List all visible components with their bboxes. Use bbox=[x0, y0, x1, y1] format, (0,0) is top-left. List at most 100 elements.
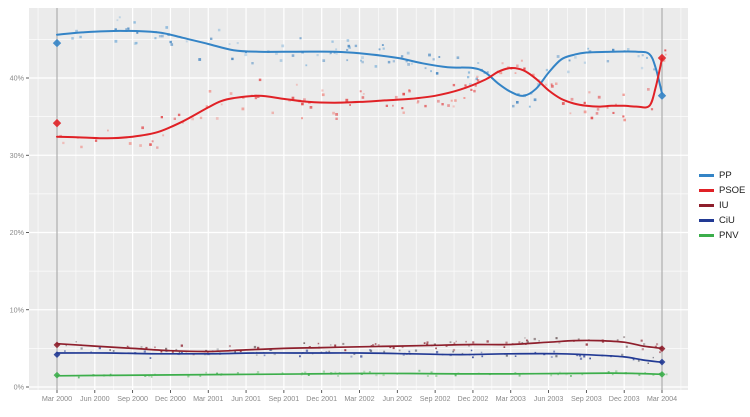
poll-point bbox=[455, 340, 457, 343]
poll-point bbox=[463, 97, 466, 99]
poll-point bbox=[236, 42, 239, 45]
poll-point bbox=[378, 48, 381, 51]
poll-point bbox=[335, 113, 338, 116]
poll-point bbox=[210, 37, 213, 40]
poll-point bbox=[372, 344, 375, 347]
poll-point bbox=[406, 51, 410, 55]
poll-point bbox=[611, 373, 614, 376]
poll-point bbox=[612, 111, 615, 114]
legend-label: CiU bbox=[719, 215, 735, 226]
poll-point bbox=[405, 60, 408, 63]
poll-point bbox=[467, 76, 470, 79]
poll-point bbox=[408, 350, 411, 353]
poll-point bbox=[208, 90, 212, 93]
poll-point bbox=[557, 373, 559, 376]
poll-point bbox=[322, 370, 325, 373]
election-result-marker bbox=[52, 118, 62, 128]
poll-point bbox=[71, 37, 74, 40]
poll-point bbox=[520, 59, 523, 62]
poll-point bbox=[90, 351, 92, 353]
legend-label: PNV bbox=[719, 230, 739, 241]
poll-point bbox=[476, 79, 480, 82]
poll-point bbox=[382, 373, 385, 377]
poll-point bbox=[125, 28, 128, 30]
poll-point bbox=[145, 346, 148, 349]
poll-point bbox=[215, 117, 219, 120]
poll-point bbox=[616, 339, 619, 341]
poll-point bbox=[398, 349, 401, 352]
poll-point bbox=[244, 53, 248, 57]
poll-point bbox=[342, 342, 345, 345]
poll-point bbox=[640, 66, 644, 70]
poll-point bbox=[354, 44, 358, 48]
poll-point bbox=[414, 349, 418, 352]
poll-point bbox=[567, 70, 570, 74]
poll-point bbox=[576, 354, 579, 357]
poll-point bbox=[533, 337, 536, 341]
poll-point bbox=[418, 369, 421, 372]
y-axis-label: 0% bbox=[14, 383, 25, 392]
poll-point bbox=[453, 342, 456, 345]
legend-swatch-pp bbox=[699, 174, 714, 177]
poll-point bbox=[454, 374, 457, 377]
poll-point bbox=[597, 95, 601, 99]
minor-gridlines bbox=[29, 8, 688, 390]
poll-point bbox=[158, 35, 162, 38]
poll-point bbox=[335, 48, 338, 51]
poll-point bbox=[550, 356, 553, 358]
poll-point bbox=[217, 28, 221, 32]
poll-point bbox=[472, 356, 474, 359]
poll-point bbox=[165, 26, 169, 29]
poll-point bbox=[165, 347, 168, 350]
poll-point bbox=[579, 354, 582, 357]
x-axis-label: Mar 2003 bbox=[496, 394, 526, 403]
election-result-marker bbox=[658, 345, 666, 353]
poll-point bbox=[518, 341, 521, 344]
poll-point bbox=[154, 37, 157, 40]
poll-point bbox=[383, 350, 386, 353]
poll-point bbox=[301, 102, 304, 106]
election-results-iu bbox=[53, 341, 666, 353]
poll-point bbox=[335, 52, 338, 55]
poll-point bbox=[154, 346, 156, 349]
trend-line-pnv bbox=[56, 372, 663, 377]
poll-point bbox=[216, 372, 218, 375]
poll-point bbox=[516, 101, 519, 104]
x-axis-label: Mar 2000 bbox=[42, 394, 72, 403]
poll-point bbox=[435, 347, 437, 350]
poll-point bbox=[177, 113, 181, 117]
poll-point bbox=[346, 48, 349, 51]
poll-point bbox=[361, 96, 365, 99]
poll-point bbox=[456, 56, 460, 59]
x-axis-label: Sep 2002 bbox=[420, 394, 451, 403]
poll-point bbox=[646, 56, 648, 59]
poll-point bbox=[664, 53, 667, 56]
poll-point bbox=[109, 373, 112, 376]
poll-point bbox=[652, 356, 654, 359]
y-axis-label: 40% bbox=[10, 74, 25, 83]
x-axis-label: Jun 2003 bbox=[534, 394, 564, 403]
poll-point bbox=[558, 341, 561, 344]
poll-point bbox=[570, 97, 574, 101]
poll-point bbox=[428, 53, 431, 57]
poll-point bbox=[392, 347, 395, 350]
poll-point bbox=[424, 67, 427, 70]
poll-point bbox=[199, 116, 203, 120]
poll-point bbox=[361, 60, 364, 64]
poll-point bbox=[199, 375, 202, 377]
legend-item-pp: PP bbox=[699, 168, 749, 183]
poll-point bbox=[162, 134, 165, 137]
x-axis-label: Dec 2002 bbox=[458, 394, 489, 403]
poll-point bbox=[486, 71, 489, 74]
poll-point bbox=[474, 84, 477, 87]
poll-point bbox=[656, 343, 659, 346]
poll-point bbox=[569, 112, 572, 115]
poll-point bbox=[305, 349, 309, 352]
poll-point bbox=[641, 348, 644, 351]
poll-point bbox=[524, 337, 526, 339]
poll-point bbox=[426, 375, 429, 377]
legend-item-ciu: CiU bbox=[699, 213, 749, 228]
poll-point bbox=[625, 345, 628, 348]
poll-point bbox=[449, 341, 452, 344]
poll-point bbox=[652, 373, 655, 376]
